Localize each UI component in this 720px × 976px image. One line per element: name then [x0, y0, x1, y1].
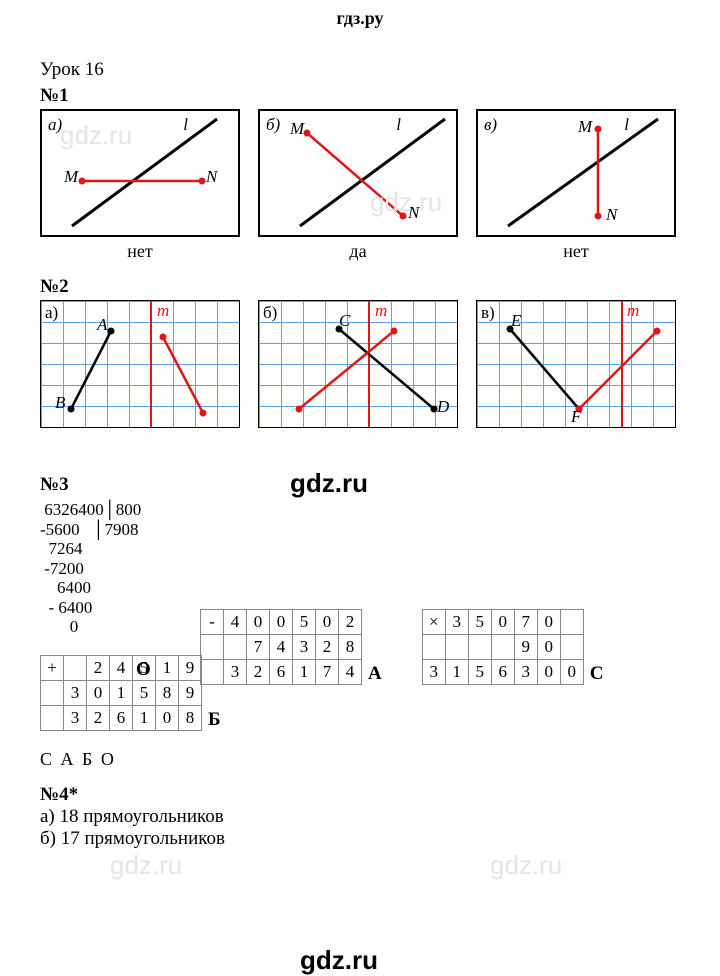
- q2c-E: E: [511, 311, 521, 331]
- page-content: Урок 16 №1 а) l M N нет б) l: [0, 29, 720, 850]
- q1-number: №1: [40, 85, 690, 107]
- q1-panel-c-wrap: в) l M N нет: [476, 109, 676, 262]
- q1-row: а) l M N нет б) l: [40, 109, 690, 262]
- q1b-N: N: [408, 203, 419, 223]
- q1a-answer: нет: [127, 241, 153, 262]
- watermark: gdz.ru: [300, 945, 378, 976]
- q3-sub-table: -400502 74328 326174: [200, 609, 362, 685]
- q1-panel-b-wrap: б) l M N да: [258, 109, 458, 262]
- q3-add-table: +24519 301589 326108: [40, 655, 202, 731]
- q3-number: №3: [40, 474, 690, 496]
- q3-mul-table: ×35070 90 3156300: [422, 609, 584, 685]
- q3-mul-letter: С: [590, 663, 604, 685]
- q1-panel-a-wrap: а) l M N нет: [40, 109, 240, 262]
- q2b-m: m: [375, 301, 387, 321]
- q2-row: а) m A B б) m C D: [40, 300, 690, 428]
- lesson-title: Урок 16: [40, 59, 690, 81]
- q1a-M: M: [64, 167, 78, 187]
- q3-O-letter: О: [136, 659, 151, 681]
- q1c-svg: [478, 111, 674, 235]
- q2b-letter: б): [263, 303, 277, 323]
- q2a-A: A: [97, 315, 107, 335]
- q2c-m: m: [627, 301, 639, 321]
- q1c-answer: нет: [563, 241, 589, 262]
- q2-panel-a: а) m A B: [40, 300, 240, 428]
- q1b-M: M: [290, 119, 304, 139]
- q2b-D: D: [437, 397, 449, 417]
- watermark: gdz.ru: [110, 850, 182, 881]
- q2-number: №2: [40, 276, 690, 298]
- q2a-letter: а): [45, 303, 58, 323]
- q3-sub-letter: А: [368, 663, 382, 685]
- q2b-C: C: [339, 311, 350, 331]
- q2c-letter: в): [481, 303, 495, 323]
- q1c-M: M: [578, 117, 592, 137]
- q2b-svg: [259, 301, 457, 427]
- q3-row1-tables: -400502 74328 326174 А ×35070 90 3156300…: [200, 609, 603, 685]
- q1-panel-b: б) l M N: [258, 109, 458, 237]
- q1-panel-c: в) l M N: [476, 109, 676, 237]
- q2-panel-c: в) m E F: [476, 300, 676, 428]
- q4-a: а) 18 прямоугольников: [40, 806, 690, 828]
- q3-sub-wrap: -400502 74328 326174 А: [200, 609, 382, 685]
- q1c-N: N: [606, 205, 617, 225]
- q2a-svg: [41, 301, 239, 427]
- q1-panel-a: а) l M N: [40, 109, 240, 237]
- q3-mul-wrap: ×35070 90 3156300 С: [422, 609, 604, 685]
- q4-number: №4*: [40, 784, 690, 806]
- q3-add-letter: Б: [208, 709, 221, 731]
- q2a-B: B: [55, 393, 65, 413]
- q4-b: б) 17 прямоугольников: [40, 828, 690, 850]
- q2-panel-b: б) m C D: [258, 300, 458, 428]
- q2c-F: F: [571, 407, 581, 427]
- q1a-N: N: [206, 167, 217, 187]
- site-header: гдз.ру: [0, 0, 720, 29]
- q1b-answer: да: [349, 241, 366, 262]
- q2a-m: m: [157, 301, 169, 321]
- watermark: gdz.ru: [490, 850, 562, 881]
- q3-longdiv: 6326400│800 -5600 │7908 7264 -7200 6400 …: [40, 500, 141, 637]
- q3-answer-word: С А Б О: [40, 749, 690, 770]
